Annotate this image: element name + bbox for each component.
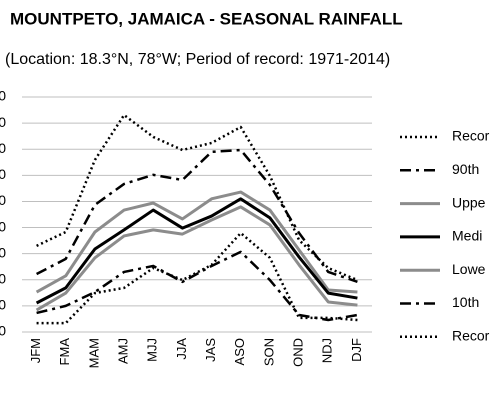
x-tick-label: SON xyxy=(261,338,276,366)
legend-label: Medi xyxy=(452,228,482,244)
y-tick-label: 0 xyxy=(0,297,6,313)
x-tick-label: ASO xyxy=(232,338,247,365)
chart-subtitle: (Location: 18.3°N, 78°W; Period of recor… xyxy=(5,51,390,68)
y-tick-label: 0 xyxy=(0,218,6,234)
x-tick-label: MAM xyxy=(86,338,101,368)
series-line xyxy=(36,250,358,322)
y-tick-label: 0 xyxy=(0,192,6,208)
y-tick-label: 0 xyxy=(0,114,6,130)
x-tick-label: OND xyxy=(291,338,306,367)
series-line xyxy=(36,113,358,282)
x-tick-label: NDJ xyxy=(320,338,335,363)
x-tick-label: JFM xyxy=(28,338,43,363)
legend-label: Recor xyxy=(452,128,490,144)
x-tick-label: AMJ xyxy=(116,338,131,364)
x-tick-label: JJA xyxy=(174,338,189,360)
y-tick-label: 0 xyxy=(0,140,6,156)
legend-label: Uppe xyxy=(452,194,486,210)
x-tick-label: FMA xyxy=(57,338,72,366)
y-tick-label: 0 xyxy=(0,244,6,260)
legend-label: Recor xyxy=(452,328,490,344)
series-line xyxy=(35,190,358,294)
series-line xyxy=(35,197,358,305)
x-tick-label: DJF xyxy=(349,338,364,362)
series-line xyxy=(36,148,358,284)
y-tick-label: 0 xyxy=(0,166,6,182)
y-tick-label: 0 xyxy=(0,270,6,286)
x-tick-label: MJJ xyxy=(145,338,160,362)
legend-label: 90th xyxy=(452,161,479,177)
legend-label: Lowe xyxy=(452,261,486,277)
chart-title: MOUNTPETO, JAMAICA - SEASONAL RAINFALL xyxy=(10,9,403,28)
y-tick-label: 0 xyxy=(0,88,6,104)
x-tick-label: JAS xyxy=(203,338,218,362)
legend-label: 10th xyxy=(452,294,479,310)
series-line xyxy=(35,205,358,312)
y-tick-label: 0 xyxy=(0,323,6,339)
